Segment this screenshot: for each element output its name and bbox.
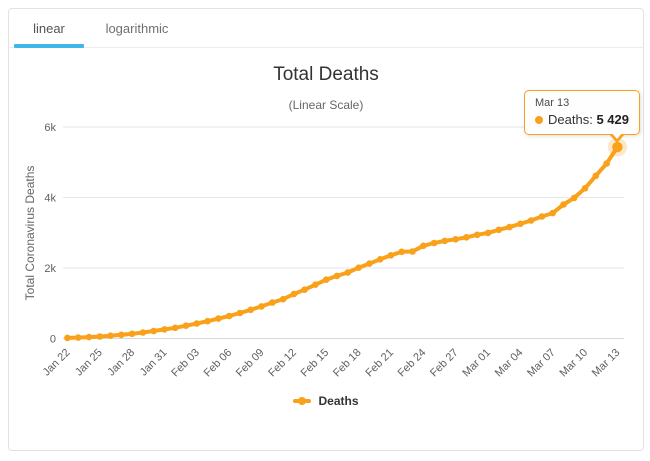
data-point[interactable]: [225, 312, 233, 320]
active-tab-indicator: [14, 44, 84, 48]
x-axis-label: Feb 15: [299, 347, 332, 380]
data-point[interactable]: [495, 226, 503, 234]
data-point[interactable]: [96, 333, 104, 340]
chart-title: Total Deaths: [273, 64, 379, 85]
series-line-deaths[interactable]: [65, 145, 620, 340]
data-point[interactable]: [333, 272, 341, 280]
y-axis-tick-label: 0: [50, 334, 56, 346]
y-axis-tick-label: 2k: [44, 263, 56, 275]
data-point[interactable]: [344, 269, 352, 276]
data-point[interactable]: [301, 286, 308, 293]
x-axis-label: Feb 24: [396, 347, 429, 380]
data-point[interactable]: [430, 239, 438, 247]
x-axis-label: Jan 31: [138, 347, 170, 379]
legend-series-marker-icon: [293, 397, 312, 405]
tooltip-body: Deaths: 5 429: [535, 112, 629, 127]
y-axis-tick-label: 6k: [44, 122, 56, 134]
data-point[interactable]: [85, 333, 93, 341]
x-axis-label: Feb 09: [234, 347, 267, 380]
x-axis-label: Jan 22: [41, 347, 73, 379]
data-point[interactable]: [506, 223, 513, 231]
tooltip-series-marker-icon: [535, 116, 544, 124]
tab-logarithmic-label: logarithmic: [105, 20, 169, 36]
x-axis-label: Jan 25: [73, 347, 105, 379]
data-point[interactable]: [409, 248, 416, 255]
data-point[interactable]: [107, 332, 114, 340]
tooltip-series-label: Deaths:: [548, 112, 593, 127]
data-point[interactable]: [204, 317, 211, 325]
scale-tab-bar: linear logarithmic: [9, 9, 643, 48]
data-point[interactable]: [538, 213, 546, 220]
x-axis-label: Feb 03: [169, 347, 202, 380]
data-point[interactable]: [150, 327, 157, 335]
x-axis-label: Jan 28: [105, 347, 137, 379]
tab-linear-label: linear: [33, 20, 65, 36]
data-point[interactable]: [118, 331, 125, 339]
data-point[interactable]: [366, 260, 373, 267]
data-point[interactable]: [517, 220, 524, 228]
data-point[interactable]: [473, 231, 481, 239]
x-axis-label: Mar 13: [590, 347, 623, 380]
data-point[interactable]: [398, 248, 406, 256]
data-point[interactable]: [420, 242, 427, 250]
x-axis-label: Feb 06: [202, 347, 235, 380]
data-point[interactable]: [560, 201, 567, 208]
data-point[interactable]: [258, 303, 265, 310]
data-point[interactable]: [581, 185, 589, 192]
tab-linear[interactable]: linear: [14, 9, 84, 48]
data-point[interactable]: [322, 276, 330, 283]
data-point[interactable]: [312, 281, 319, 288]
data-point[interactable]: [549, 209, 556, 217]
data-point[interactable]: [171, 324, 179, 332]
data-point[interactable]: [128, 330, 136, 338]
tooltip-value: 5 429: [596, 112, 629, 127]
data-point[interactable]: [161, 326, 168, 333]
y-axis-title: Total Coronavirus Deaths: [23, 166, 37, 301]
x-axis-label: Feb 27: [428, 347, 461, 380]
data-point[interactable]: [279, 295, 287, 303]
legend-item-deaths[interactable]: Deaths: [9, 394, 643, 408]
data-point[interactable]: [215, 315, 222, 322]
active-data-point[interactable]: [612, 141, 623, 153]
legend-label: Deaths: [318, 394, 359, 408]
x-axis-label: Feb 18: [331, 347, 364, 380]
data-point[interactable]: [269, 299, 276, 306]
data-point[interactable]: [463, 234, 470, 241]
x-axis-label: Mar 01: [460, 347, 493, 380]
tab-logarithmic[interactable]: logarithmic: [84, 9, 190, 47]
x-axis-label: Feb 21: [363, 347, 396, 380]
data-point[interactable]: [236, 309, 244, 317]
data-point[interactable]: [376, 256, 384, 263]
data-point[interactable]: [570, 194, 578, 202]
data-point[interactable]: [355, 264, 362, 271]
tooltip: Mar 13 Deaths: 5 429: [524, 90, 640, 143]
data-point[interactable]: [484, 229, 492, 237]
data-point[interactable]: [182, 322, 190, 330]
data-point[interactable]: [452, 236, 459, 243]
data-point[interactable]: [290, 290, 298, 298]
x-axis-label: Feb 12: [266, 347, 299, 380]
data-point[interactable]: [603, 160, 610, 167]
x-axis-label: Mar 07: [525, 347, 558, 380]
data-point[interactable]: [387, 252, 395, 259]
data-point[interactable]: [527, 217, 535, 224]
x-axis-label: Mar 10: [557, 347, 590, 380]
data-point[interactable]: [139, 329, 147, 336]
tooltip-caret-fill: [611, 132, 623, 139]
data-point[interactable]: [193, 320, 201, 327]
data-point[interactable]: [247, 306, 254, 314]
series-points-deaths[interactable]: [64, 160, 610, 342]
data-point[interactable]: [64, 334, 71, 342]
y-axis-tick-label: 4k: [44, 193, 56, 205]
x-axis-label: Mar 04: [493, 347, 526, 380]
chart-panel: linear logarithmic 0 2k 4k 6k Total Coronavi…: [8, 8, 644, 451]
chart-area: 0 2k 4k 6k Total Coronavirus Deaths Jan 22 Jan…: [9, 48, 643, 450]
data-point[interactable]: [74, 334, 82, 341]
tooltip-date: Mar 13: [535, 97, 570, 109]
data-point[interactable]: [592, 172, 600, 180]
chart-subtitle: (Linear Scale): [288, 98, 364, 112]
data-point[interactable]: [441, 237, 449, 245]
